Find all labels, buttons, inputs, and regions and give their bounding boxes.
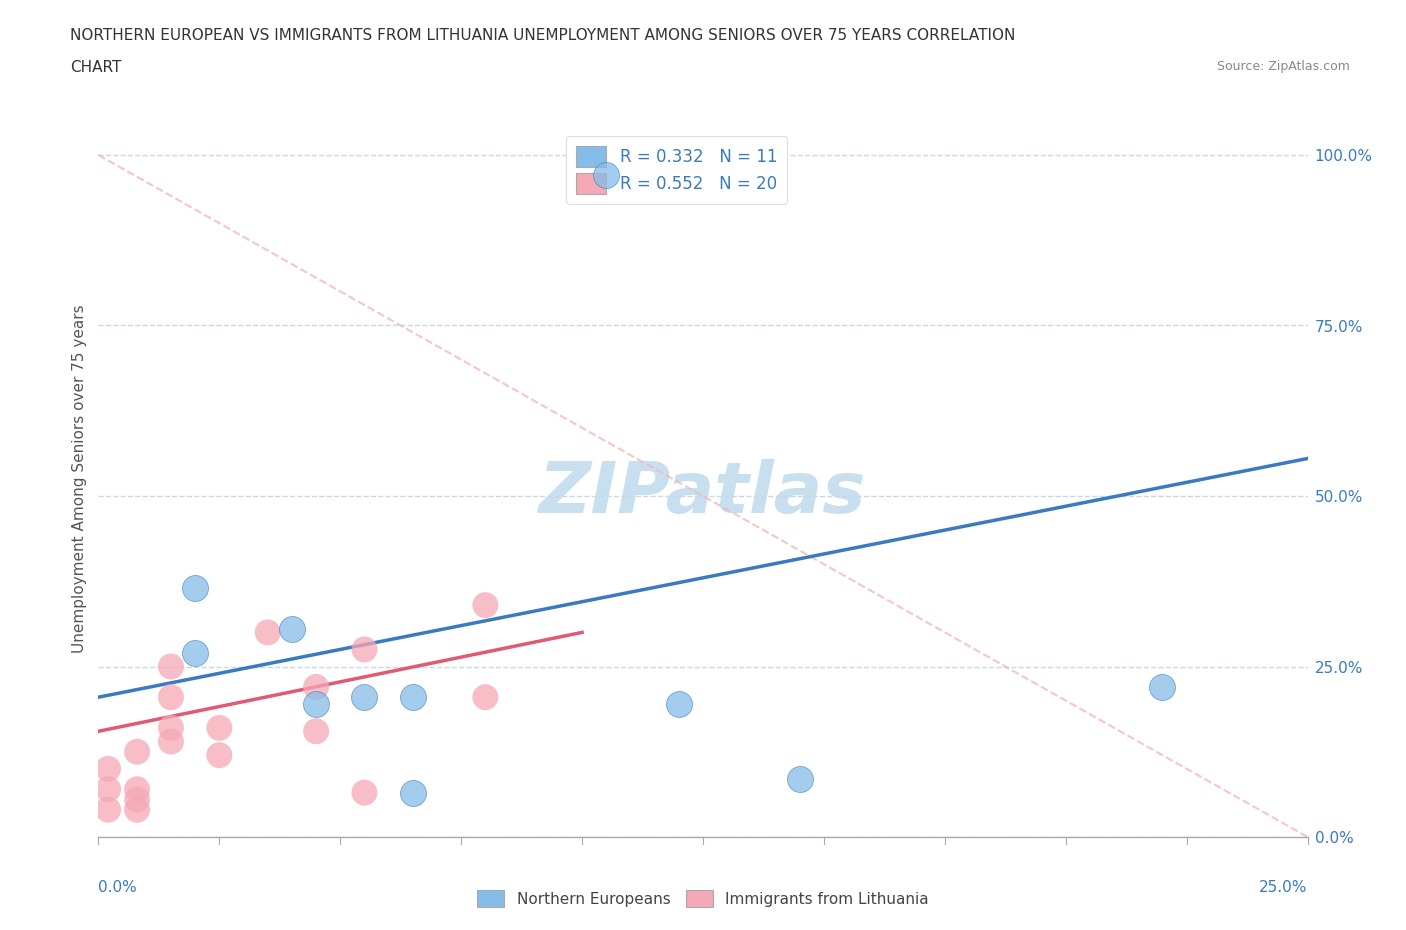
- Point: [353, 642, 375, 657]
- Point: [595, 168, 617, 183]
- Point: [402, 690, 425, 705]
- Point: [305, 724, 328, 738]
- Point: [160, 734, 183, 749]
- Point: [474, 598, 496, 613]
- Point: [127, 782, 149, 797]
- Legend: R = 0.332   N = 11, R = 0.552   N = 20: R = 0.332 N = 11, R = 0.552 N = 20: [567, 137, 787, 204]
- Text: NORTHERN EUROPEAN VS IMMIGRANTS FROM LITHUANIA UNEMPLOYMENT AMONG SENIORS OVER 7: NORTHERN EUROPEAN VS IMMIGRANTS FROM LIT…: [70, 28, 1015, 43]
- Point: [256, 625, 278, 640]
- Point: [160, 721, 183, 736]
- Text: 25.0%: 25.0%: [1260, 880, 1308, 895]
- Point: [474, 690, 496, 705]
- Text: 0.0%: 0.0%: [98, 880, 138, 895]
- Text: ZIPatlas: ZIPatlas: [540, 458, 866, 527]
- Point: [208, 721, 231, 736]
- Point: [97, 782, 120, 797]
- Point: [668, 697, 690, 711]
- Point: [127, 803, 149, 817]
- Point: [353, 690, 375, 705]
- Point: [160, 690, 183, 705]
- Point: [160, 659, 183, 674]
- Point: [305, 697, 328, 711]
- Point: [281, 621, 304, 636]
- Point: [97, 762, 120, 777]
- Point: [208, 748, 231, 763]
- Text: Source: ZipAtlas.com: Source: ZipAtlas.com: [1216, 60, 1350, 73]
- Text: CHART: CHART: [70, 60, 122, 75]
- Point: [127, 744, 149, 759]
- Y-axis label: Unemployment Among Seniors over 75 years: Unemployment Among Seniors over 75 years: [72, 305, 87, 653]
- Point: [184, 580, 207, 595]
- Point: [305, 680, 328, 695]
- Point: [97, 803, 120, 817]
- Legend: Northern Europeans, Immigrants from Lithuania: Northern Europeans, Immigrants from Lith…: [471, 884, 935, 913]
- Point: [127, 792, 149, 807]
- Point: [353, 785, 375, 800]
- Point: [402, 785, 425, 800]
- Point: [1152, 680, 1174, 695]
- Point: [184, 645, 207, 660]
- Point: [789, 772, 811, 787]
